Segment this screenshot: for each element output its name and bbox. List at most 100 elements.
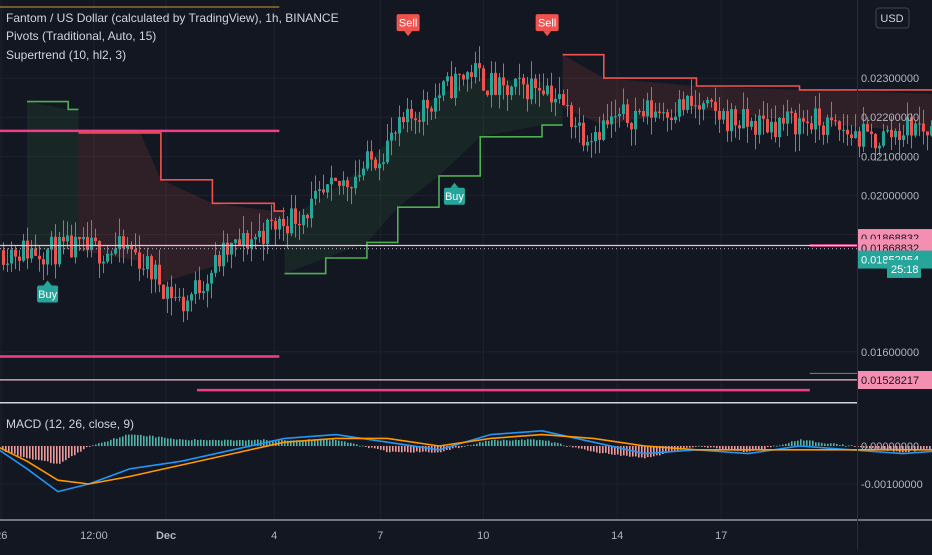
candle-up[interactable] [678,99,681,117]
candle-up[interactable] [222,242,225,267]
macd-histogram-bar[interactable] [476,443,478,446]
macd-histogram-bar[interactable] [257,439,259,446]
candle-down[interactable] [134,249,137,253]
macd-histogram-bar[interactable] [17,446,19,456]
candle-down[interactable] [774,121,777,138]
candle-up[interactable] [518,77,521,79]
macd-histogram-bar[interactable] [560,443,562,446]
macd-histogram-bar[interactable] [878,446,880,449]
candle-down[interactable] [734,109,737,126]
macd-histogram-bar[interactable] [386,446,388,453]
candle-down[interactable] [286,226,289,234]
macd-histogram-bar[interactable] [374,446,376,449]
candle-down[interactable] [18,256,21,261]
candle-down[interactable] [910,117,913,136]
macd-histogram-bar[interactable] [836,443,838,446]
macd-histogram-bar[interactable] [731,446,733,451]
macd-histogram-bar[interactable] [218,440,220,446]
macd-histogram-bar[interactable] [749,446,751,452]
candle-down[interactable] [450,76,453,98]
candle-down[interactable] [890,129,893,138]
macd-line[interactable] [0,429,932,493]
macd-histogram-bar[interactable] [323,439,325,446]
macd-histogram-bar[interactable] [389,446,391,453]
candle-down[interactable] [762,115,765,119]
candle-up[interactable] [278,218,281,230]
candle-down[interactable] [122,236,125,249]
macd-histogram-bar[interactable] [482,442,484,446]
macd-histogram-bar[interactable] [776,445,778,447]
candle-up[interactable] [358,175,361,177]
candle-down[interactable] [650,100,653,118]
macd-histogram-bar[interactable] [797,440,799,446]
candle-up[interactable] [314,191,317,199]
candle-up[interactable] [74,236,77,258]
candle-down[interactable] [150,256,153,280]
candle-down[interactable] [726,111,729,132]
macd-histogram-bar[interactable] [623,446,625,456]
macd-histogram-bar[interactable] [917,446,919,450]
macd-histogram-bar[interactable] [659,446,661,456]
macd-histogram-bar[interactable] [662,446,664,455]
macd-histogram-bar[interactable] [131,434,133,446]
macd-histogram-bar[interactable] [650,446,652,458]
candle-down[interactable] [274,220,277,230]
candle-down[interactable] [86,236,89,250]
macd-histogram-bar[interactable] [203,439,205,446]
macd-histogram-bar[interactable] [473,444,475,446]
macd-histogram-bar[interactable] [269,440,271,446]
candle-up[interactable] [154,264,157,280]
macd-histogram-bar[interactable] [353,443,355,446]
macd-histogram-bar[interactable] [164,437,166,446]
candle-down[interactable] [62,237,65,242]
macd-histogram-bar[interactable] [602,446,604,454]
candle-up[interactable] [10,249,13,264]
candle-down[interactable] [718,110,721,120]
candle-up[interactable] [930,126,932,136]
macd-histogram-bar[interactable] [581,446,583,449]
macd-histogram-bar[interactable] [2,446,4,451]
macd-histogram-bar[interactable] [863,446,865,448]
macd-histogram-bar[interactable] [41,446,43,461]
candle-down[interactable] [322,189,325,193]
candle-down[interactable] [682,99,685,110]
candle-up[interactable] [310,198,313,219]
candle-up[interactable] [390,132,393,141]
macd-histogram-bar[interactable] [461,446,463,448]
macd-histogram-bar[interactable] [656,446,658,456]
candle-down[interactable] [246,232,249,249]
candle-down[interactable] [462,74,465,80]
candle-down[interactable] [426,99,429,109]
macd-histogram-bar[interactable] [242,440,244,446]
candle-down[interactable] [14,249,17,257]
macd-histogram-bar[interactable] [221,440,223,446]
macd-histogram-bar[interactable] [182,439,184,446]
macd-histogram-bar[interactable] [593,446,595,452]
candle-down[interactable] [838,121,841,130]
candle-down[interactable] [470,72,473,77]
candle-down[interactable] [394,132,397,134]
macd-histogram-bar[interactable] [524,440,526,446]
candle-down[interactable] [802,118,805,122]
macd-histogram-bar[interactable] [587,446,589,451]
macd-histogram-bar[interactable] [512,440,514,446]
macd-histogram-bar[interactable] [845,445,847,447]
candle-down[interactable] [658,111,661,113]
macd-histogram-bar[interactable] [356,444,358,446]
candle-up[interactable] [610,116,613,125]
candle-up[interactable] [878,145,881,149]
candle-up[interactable] [114,248,117,254]
macd-histogram-bar[interactable] [50,446,52,464]
candle-up[interactable] [46,249,49,265]
macd-histogram-bar[interactable] [308,439,310,446]
macd-indicator-label[interactable]: MACD (12, 26, close, 9) [6,417,134,431]
macd-histogram-bar[interactable] [713,446,715,448]
macd-histogram-bar[interactable] [272,440,274,446]
candle-down[interactable] [98,241,101,264]
macd-histogram-bar[interactable] [806,440,808,446]
candle-up[interactable] [862,123,865,147]
macd-histogram-bar[interactable] [401,446,403,453]
candle-down[interactable] [570,105,573,127]
macd-histogram-bar[interactable] [911,446,913,451]
